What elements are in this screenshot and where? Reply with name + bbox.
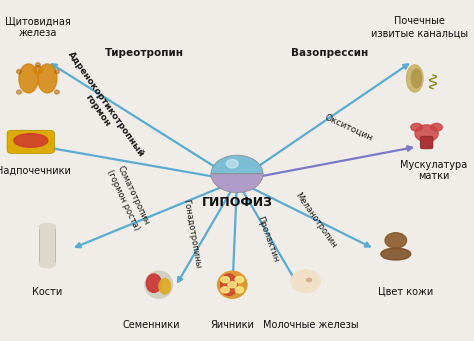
Ellipse shape xyxy=(385,233,407,248)
Ellipse shape xyxy=(228,282,237,288)
Ellipse shape xyxy=(36,63,40,67)
Text: Кости: Кости xyxy=(32,286,63,297)
Text: Пролактин: Пролактин xyxy=(255,214,280,263)
Ellipse shape xyxy=(431,123,442,131)
Ellipse shape xyxy=(159,279,171,294)
Ellipse shape xyxy=(39,223,56,231)
Text: Адренокортикотропный
гормон: Адренокортикотропный гормон xyxy=(58,50,146,165)
Ellipse shape xyxy=(220,274,237,295)
Text: Семенники: Семенники xyxy=(123,320,181,330)
Text: Мускулатура
матки: Мускулатура матки xyxy=(400,160,467,181)
Ellipse shape xyxy=(39,260,56,268)
FancyBboxPatch shape xyxy=(7,130,55,153)
Ellipse shape xyxy=(411,123,422,131)
Ellipse shape xyxy=(19,64,38,93)
Text: Окситоцин: Окситоцин xyxy=(323,113,374,143)
Wedge shape xyxy=(211,155,263,174)
Text: Молочные железы: Молочные железы xyxy=(263,320,358,330)
FancyBboxPatch shape xyxy=(420,136,433,149)
Ellipse shape xyxy=(55,90,59,94)
Text: Вазопрессин: Вазопрессин xyxy=(291,48,368,58)
Text: Цвет кожи: Цвет кожи xyxy=(378,286,433,297)
Ellipse shape xyxy=(235,277,244,283)
Ellipse shape xyxy=(221,287,229,293)
Ellipse shape xyxy=(14,134,48,147)
Ellipse shape xyxy=(381,248,410,260)
Text: Тиреотропин: Тиреотропин xyxy=(105,48,184,58)
Ellipse shape xyxy=(406,65,423,92)
Ellipse shape xyxy=(146,274,161,292)
Text: Меланотропин: Меланотропин xyxy=(293,191,337,249)
Ellipse shape xyxy=(235,287,244,293)
Ellipse shape xyxy=(145,271,173,299)
Ellipse shape xyxy=(411,69,421,88)
Ellipse shape xyxy=(307,278,311,282)
Ellipse shape xyxy=(217,271,247,299)
Text: ГИПОФИЗ: ГИПОФИЗ xyxy=(201,196,273,209)
Ellipse shape xyxy=(38,64,57,93)
Ellipse shape xyxy=(291,270,321,293)
Ellipse shape xyxy=(226,160,238,168)
FancyBboxPatch shape xyxy=(39,225,55,266)
Ellipse shape xyxy=(17,90,21,94)
Text: Щитовидная
железа: Щитовидная железа xyxy=(5,16,71,38)
Text: Надпочечники: Надпочечники xyxy=(0,165,71,176)
Ellipse shape xyxy=(221,277,229,283)
Text: Почечные
извитые канальцы: Почечные извитые канальцы xyxy=(371,16,468,38)
Ellipse shape xyxy=(17,70,21,74)
Wedge shape xyxy=(211,174,263,193)
Ellipse shape xyxy=(55,70,59,74)
Text: Соматотропин
(гормон роста): Соматотропин (гормон роста) xyxy=(105,164,151,232)
Text: Гонадотропины: Гонадотропины xyxy=(182,198,202,269)
Text: Яичники: Яичники xyxy=(210,320,254,330)
Ellipse shape xyxy=(415,125,438,142)
Ellipse shape xyxy=(34,65,42,74)
